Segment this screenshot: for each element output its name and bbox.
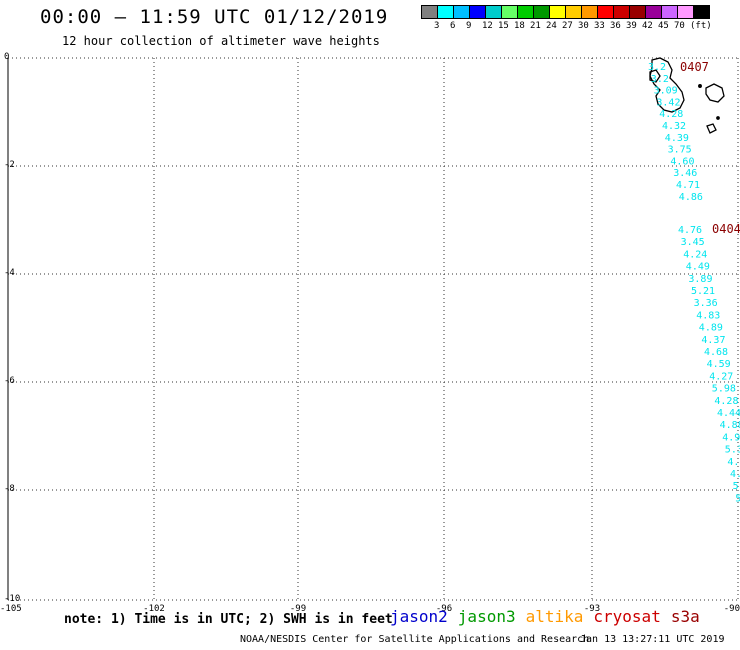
wave-height-value: 4.6 xyxy=(727,457,740,468)
island-fernandina xyxy=(649,69,661,83)
wave-height-value: 3.2 xyxy=(651,74,669,85)
wave-track-values: 3.23.23.093.424.284.324.393.754.603.464.… xyxy=(648,62,740,504)
satellite-legend-item: s3a xyxy=(670,607,700,626)
color-legend: 3 6 9 12 15 18 21 24 27 30 33 36 39 42 45 70 (ft) xyxy=(421,5,712,31)
wave-height-value: 4. xyxy=(730,469,740,480)
legend-label: 45 xyxy=(658,21,669,31)
x-axis-labels: -105 -102 -99 -96 -93 -90 xyxy=(0,604,740,614)
legend-label: 30 xyxy=(578,21,589,31)
island-floreana xyxy=(706,123,717,134)
legend-label: 6 xyxy=(450,21,456,31)
page-title: 00:00 – 11:59 UTC 01/12/2019 xyxy=(40,6,389,28)
wave-height-value: 4.28 xyxy=(714,396,738,407)
legend-label: 24 xyxy=(546,21,557,31)
legend-label: 12 xyxy=(482,21,493,31)
y-tick-label: -6 xyxy=(4,376,15,386)
wave-height-value: 3.09 xyxy=(654,86,678,97)
legend-label: 70 xyxy=(674,21,685,31)
legend-label: 9 xyxy=(466,21,472,31)
wave-height-value: 3.45 xyxy=(681,237,705,248)
footer-generated: Jan 13 13:27:11 UTC 2019 xyxy=(580,634,725,645)
legend-label: 15 xyxy=(498,21,509,31)
island-small-1 xyxy=(698,84,702,88)
satellite-legend-item: jason2 xyxy=(390,607,448,626)
wave-height-value: 5.3 xyxy=(725,445,740,456)
wave-height-value: 5.98 xyxy=(712,384,736,395)
y-tick-label: -8 xyxy=(4,484,15,494)
wave-height-value: 4.49 xyxy=(686,262,710,273)
legend-swatch xyxy=(693,5,710,19)
legend-label: 27 xyxy=(562,21,573,31)
wave-height-value: 3.2 xyxy=(648,62,666,73)
legend-label: 3 xyxy=(434,21,440,31)
wave-height-value: 4.59 xyxy=(707,359,731,370)
x-tick-label: -99 xyxy=(290,604,306,614)
wave-height-value: 4.68 xyxy=(704,347,728,358)
footer-credit: NOAA/NESDIS Center for Satellite Applica… xyxy=(240,634,590,645)
wave-height-value: 4.28 xyxy=(659,109,683,120)
time-labels: 0407 0404 xyxy=(680,60,740,236)
wave-height-value: 4.86 xyxy=(679,192,703,203)
legend-label: 36 xyxy=(610,21,621,31)
legend-labels: 3 6 9 12 15 18 21 24 27 30 33 36 39 42 45 70 (ft) xyxy=(422,19,712,31)
wave-height-value: 3.42 xyxy=(656,97,680,108)
satellite-legend: jason2 jason3 altika cryosat s3a xyxy=(390,607,710,626)
x-tick-label: -105 xyxy=(0,604,22,614)
x-tick-label: -93 xyxy=(584,604,600,614)
legend-label: 42 xyxy=(642,21,653,31)
wave-height-value: 4.97 xyxy=(722,432,740,443)
time-label: 0407 xyxy=(680,60,709,74)
satellite-legend-item: altika xyxy=(525,607,584,626)
galapagos-islands xyxy=(649,57,725,134)
island-small-2 xyxy=(716,116,720,120)
x-tick-label: -90 xyxy=(724,604,740,614)
satellite-legend-item: jason3 xyxy=(457,607,516,626)
wave-height-value: 4.88 xyxy=(720,420,740,431)
wave-height-value: 3.36 xyxy=(694,298,718,309)
wave-height-value: 4.27 xyxy=(709,371,733,382)
time-label: 0404 xyxy=(712,222,740,236)
page-subtitle: 12 hour collection of altimeter wave hei… xyxy=(62,34,380,48)
map-grid xyxy=(7,57,739,601)
legend-swatches xyxy=(421,5,710,19)
wave-height-value: 4.60 xyxy=(670,156,694,167)
wave-height-value: 4.89 xyxy=(699,323,723,334)
footer-note: note: 1) Time is in UTC; 2) SWH is in fe… xyxy=(64,612,393,627)
legend-label: 33 xyxy=(594,21,605,31)
island-isabela xyxy=(649,57,685,113)
legend-label: 18 xyxy=(514,21,525,31)
wave-height-value: 3.46 xyxy=(673,168,697,179)
x-tick-label: -102 xyxy=(143,604,165,614)
wave-height-value: 3.75 xyxy=(668,145,692,156)
y-axis-labels: 0 -2 -4 -6 -8 -10 xyxy=(4,52,20,604)
x-tick-label: -96 xyxy=(436,604,452,614)
wave-height-value: 4.37 xyxy=(701,335,725,346)
wave-height-value: 4.44 xyxy=(717,408,740,419)
wave-height-value: 5 xyxy=(735,493,740,504)
wave-height-value: 5.21 xyxy=(691,286,715,297)
legend-label: 21 xyxy=(530,21,541,31)
wave-height-value: 4.76 xyxy=(678,225,702,236)
legend-label: (ft) xyxy=(690,21,712,31)
y-tick-label: 0 xyxy=(4,52,9,62)
satellite-legend-item: cryosat xyxy=(593,607,661,626)
wave-height-value: 5 xyxy=(733,481,739,492)
legend-label: 39 xyxy=(626,21,637,31)
y-tick-label: -2 xyxy=(4,160,15,170)
wave-height-value: 4.32 xyxy=(662,121,686,132)
wave-height-value: 4.71 xyxy=(676,180,700,191)
y-tick-label: -4 xyxy=(4,268,15,278)
island-santa-cruz xyxy=(705,83,725,103)
wave-height-value: 3.89 xyxy=(688,274,712,285)
wave-height-value: 4.83 xyxy=(696,310,720,321)
wave-height-value: 4.39 xyxy=(665,133,689,144)
wave-height-value: 4.24 xyxy=(683,249,707,260)
y-tick-label: -10 xyxy=(4,594,20,604)
